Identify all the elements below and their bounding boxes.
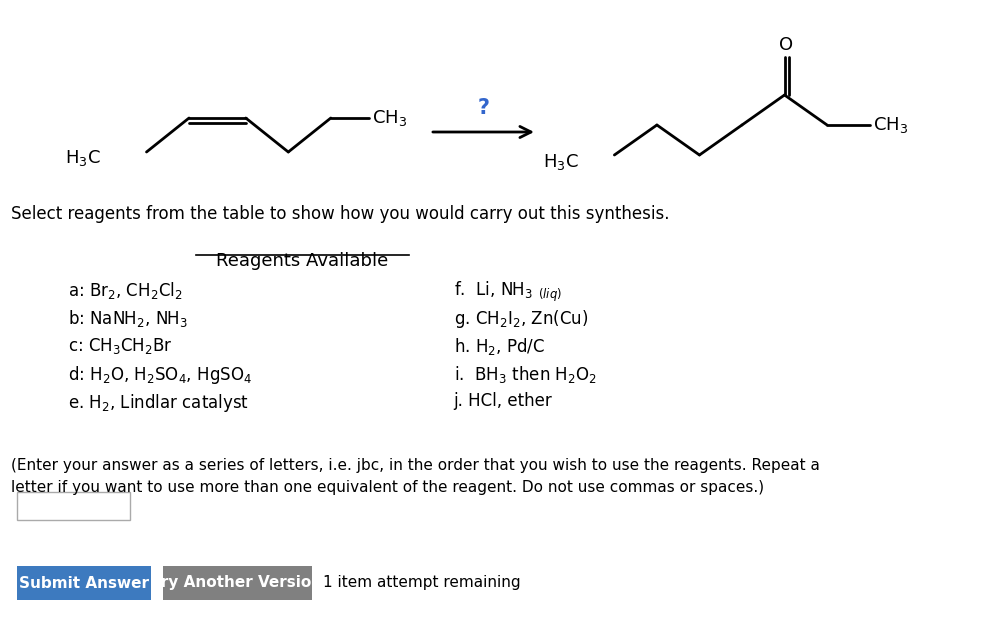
Text: a: Br$_2$, CH$_2$Cl$_2$: a: Br$_2$, CH$_2$Cl$_2$ bbox=[68, 280, 182, 301]
Text: g. CH$_2$I$_2$, Zn(Cu): g. CH$_2$I$_2$, Zn(Cu) bbox=[454, 308, 589, 330]
Text: Select reagents from the table to show how you would carry out this synthesis.: Select reagents from the table to show h… bbox=[12, 205, 669, 223]
Text: d: H$_2$O, H$_2$SO$_4$, HgSO$_4$: d: H$_2$O, H$_2$SO$_4$, HgSO$_4$ bbox=[68, 364, 252, 386]
Text: O: O bbox=[779, 36, 794, 54]
Text: ?: ? bbox=[477, 98, 489, 118]
Text: e. H$_2$, Lindlar catalyst: e. H$_2$, Lindlar catalyst bbox=[68, 392, 249, 414]
Text: c: CH$_3$CH$_2$Br: c: CH$_3$CH$_2$Br bbox=[68, 336, 173, 356]
Text: CH$_3$: CH$_3$ bbox=[373, 108, 407, 128]
Bar bbox=[163, 566, 312, 600]
Text: (Enter your answer as a series of letters, i.e. jbc, in the order that you wish : (Enter your answer as a series of letter… bbox=[12, 458, 820, 473]
Text: 1 item attempt remaining: 1 item attempt remaining bbox=[323, 576, 521, 591]
Text: f.  Li, NH$_3$ $_{(liq)}$: f. Li, NH$_3$ $_{(liq)}$ bbox=[454, 280, 562, 304]
Text: H$_3$C: H$_3$C bbox=[65, 148, 102, 168]
Text: i.  BH$_3$ then H$_2$O$_2$: i. BH$_3$ then H$_2$O$_2$ bbox=[454, 364, 597, 385]
Text: h. H$_2$, Pd/C: h. H$_2$, Pd/C bbox=[454, 336, 544, 357]
Text: CH$_3$: CH$_3$ bbox=[874, 115, 909, 135]
Text: Reagents Available: Reagents Available bbox=[216, 252, 388, 270]
Text: H$_3$C: H$_3$C bbox=[542, 152, 579, 172]
Bar bbox=[17, 492, 130, 520]
Text: b: NaNH$_2$, NH$_3$: b: NaNH$_2$, NH$_3$ bbox=[68, 308, 188, 329]
Text: Submit Answer: Submit Answer bbox=[19, 576, 149, 591]
Text: j. HCl, ether: j. HCl, ether bbox=[454, 392, 552, 410]
Text: Try Another Version: Try Another Version bbox=[152, 576, 322, 591]
Bar bbox=[17, 566, 151, 600]
Text: letter if you want to use more than one equivalent of the reagent. Do not use co: letter if you want to use more than one … bbox=[12, 480, 764, 495]
